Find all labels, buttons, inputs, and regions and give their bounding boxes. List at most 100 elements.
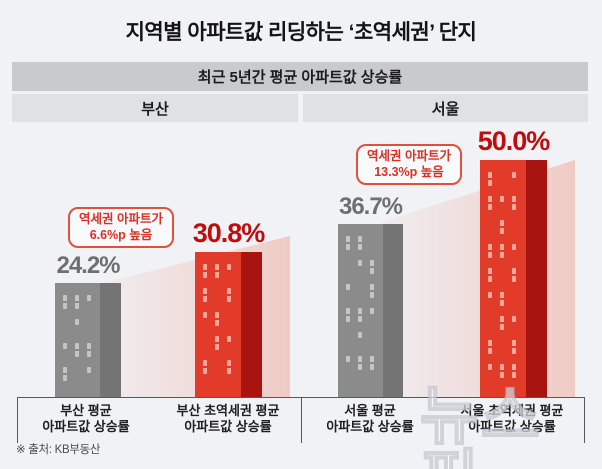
building-window	[87, 367, 91, 373]
building-window	[488, 244, 492, 258]
building-window	[500, 220, 504, 234]
chart-subtitle-bar: 최근 5년간 평균 아파트값 상승률	[12, 62, 588, 91]
building-window	[488, 196, 492, 210]
building-window	[370, 356, 374, 370]
page-title: 지역별 아파트값 리딩하는 ‘초역세권’ 단지	[125, 21, 477, 44]
building-window	[488, 364, 492, 370]
seoul-station-bar-label: 서울 초역세권 평균 아파트값 상승률	[432, 403, 592, 434]
busan-station-bar-label: 부산 초역세권 평균 아파트값 상승률	[148, 403, 308, 434]
building-window	[203, 264, 207, 278]
building-side-face	[100, 283, 121, 398]
seoul-station-building-bar	[480, 160, 547, 398]
building-front-face	[480, 160, 526, 398]
bar-seoul-station-area: 50.0%	[477, 126, 551, 398]
building-window	[512, 340, 516, 354]
building-window	[203, 360, 207, 374]
bar-label-line2: 아파트값 상승률	[326, 418, 414, 434]
building-window	[370, 260, 374, 274]
busan-average-building-bar	[55, 283, 121, 398]
building-window	[488, 268, 492, 282]
building-window	[346, 284, 350, 290]
building-window	[75, 295, 79, 309]
building-window	[215, 264, 219, 278]
callout-line1: 역세권 아파트가	[79, 212, 163, 226]
bar-label-line2: 아파트값 상승률	[468, 418, 556, 434]
bar-label-line1: 서울 평균	[344, 403, 396, 418]
building-window	[370, 284, 374, 298]
building-window	[358, 332, 362, 338]
building-window	[63, 295, 67, 309]
busan-station-value: 30.8%	[192, 218, 266, 248]
chart-baseline	[17, 397, 584, 398]
bar-label-line1: 부산 평균	[60, 403, 112, 418]
building-window	[227, 336, 231, 342]
building-window	[512, 244, 516, 250]
seoul-average-value: 36.7%	[338, 193, 403, 220]
bar-label-line1: 서울 초역세권 평균	[460, 403, 564, 418]
region-header-seoul: 서울	[303, 94, 588, 122]
building-window	[500, 364, 504, 378]
bar-label-line1: 부산 초역세권 평균	[176, 403, 280, 418]
bar-busan-station-area: 30.8%	[192, 218, 266, 398]
seoul-difference-callout: 역세권 아파트가 13.3%p 높음	[356, 144, 462, 186]
building-window	[358, 308, 362, 322]
building-window	[370, 308, 374, 314]
building-window	[488, 172, 492, 186]
building-window	[358, 260, 362, 266]
bar-label-line2: 아파트값 상승률	[42, 418, 130, 434]
building-window	[512, 316, 516, 322]
building-window	[500, 244, 504, 258]
building-window	[358, 236, 362, 250]
building-window	[346, 308, 350, 322]
region-header-busan: 부산	[12, 94, 298, 122]
building-window	[346, 236, 350, 250]
source-note: ※ 출처: KB부동산	[16, 444, 101, 456]
baseline-tick-left	[17, 397, 18, 443]
building-window	[63, 367, 67, 381]
busan-difference-callout: 역세권 아파트가 6.6%p 높음	[68, 207, 174, 249]
seoul-station-value: 50.0%	[477, 126, 551, 156]
building-window	[500, 316, 504, 330]
building-window	[488, 292, 492, 298]
building-window	[512, 172, 516, 178]
bar-label-line2: 아파트값 상승률	[184, 418, 272, 434]
building-window	[75, 343, 79, 357]
building-window	[500, 196, 504, 202]
baseline-tick-middle	[301, 397, 302, 443]
seoul-average-building-bar	[338, 224, 403, 398]
building-side-face	[383, 224, 403, 398]
building-window	[75, 319, 79, 325]
building-window	[227, 288, 231, 302]
building-front-face	[338, 224, 383, 398]
callout-line2: 13.3%p 높음	[374, 164, 444, 179]
building-window	[227, 360, 231, 374]
building-window	[500, 292, 504, 306]
building-window	[87, 295, 91, 301]
bar-seoul-average: 36.7%	[338, 195, 403, 398]
busan-average-bar-label: 부산 평균 아파트값 상승률	[6, 403, 166, 434]
building-window	[512, 364, 516, 378]
building-side-face	[241, 252, 262, 398]
building-window	[215, 336, 219, 350]
busan-station-building-bar	[195, 252, 262, 398]
callout-line2: 6.6%p 높음	[89, 227, 153, 242]
baseline-tick-right	[584, 397, 585, 443]
seoul-average-bar-label: 서울 평균 아파트값 상승률	[290, 403, 450, 434]
building-window	[63, 343, 67, 349]
building-window	[488, 340, 492, 354]
building-side-face	[526, 160, 547, 398]
building-window	[346, 356, 350, 362]
building-window	[215, 312, 219, 326]
building-window	[203, 312, 207, 318]
busan-average-value: 24.2%	[56, 252, 120, 279]
building-window	[227, 264, 231, 270]
building-window	[203, 288, 207, 302]
building-front-face	[195, 252, 241, 398]
building-window	[512, 268, 516, 282]
building-window	[512, 196, 516, 210]
callout-line1: 역세권 아파트가	[367, 149, 451, 163]
building-window	[87, 343, 91, 357]
building-window	[358, 356, 362, 370]
bar-busan-average: 24.2%	[55, 254, 121, 398]
